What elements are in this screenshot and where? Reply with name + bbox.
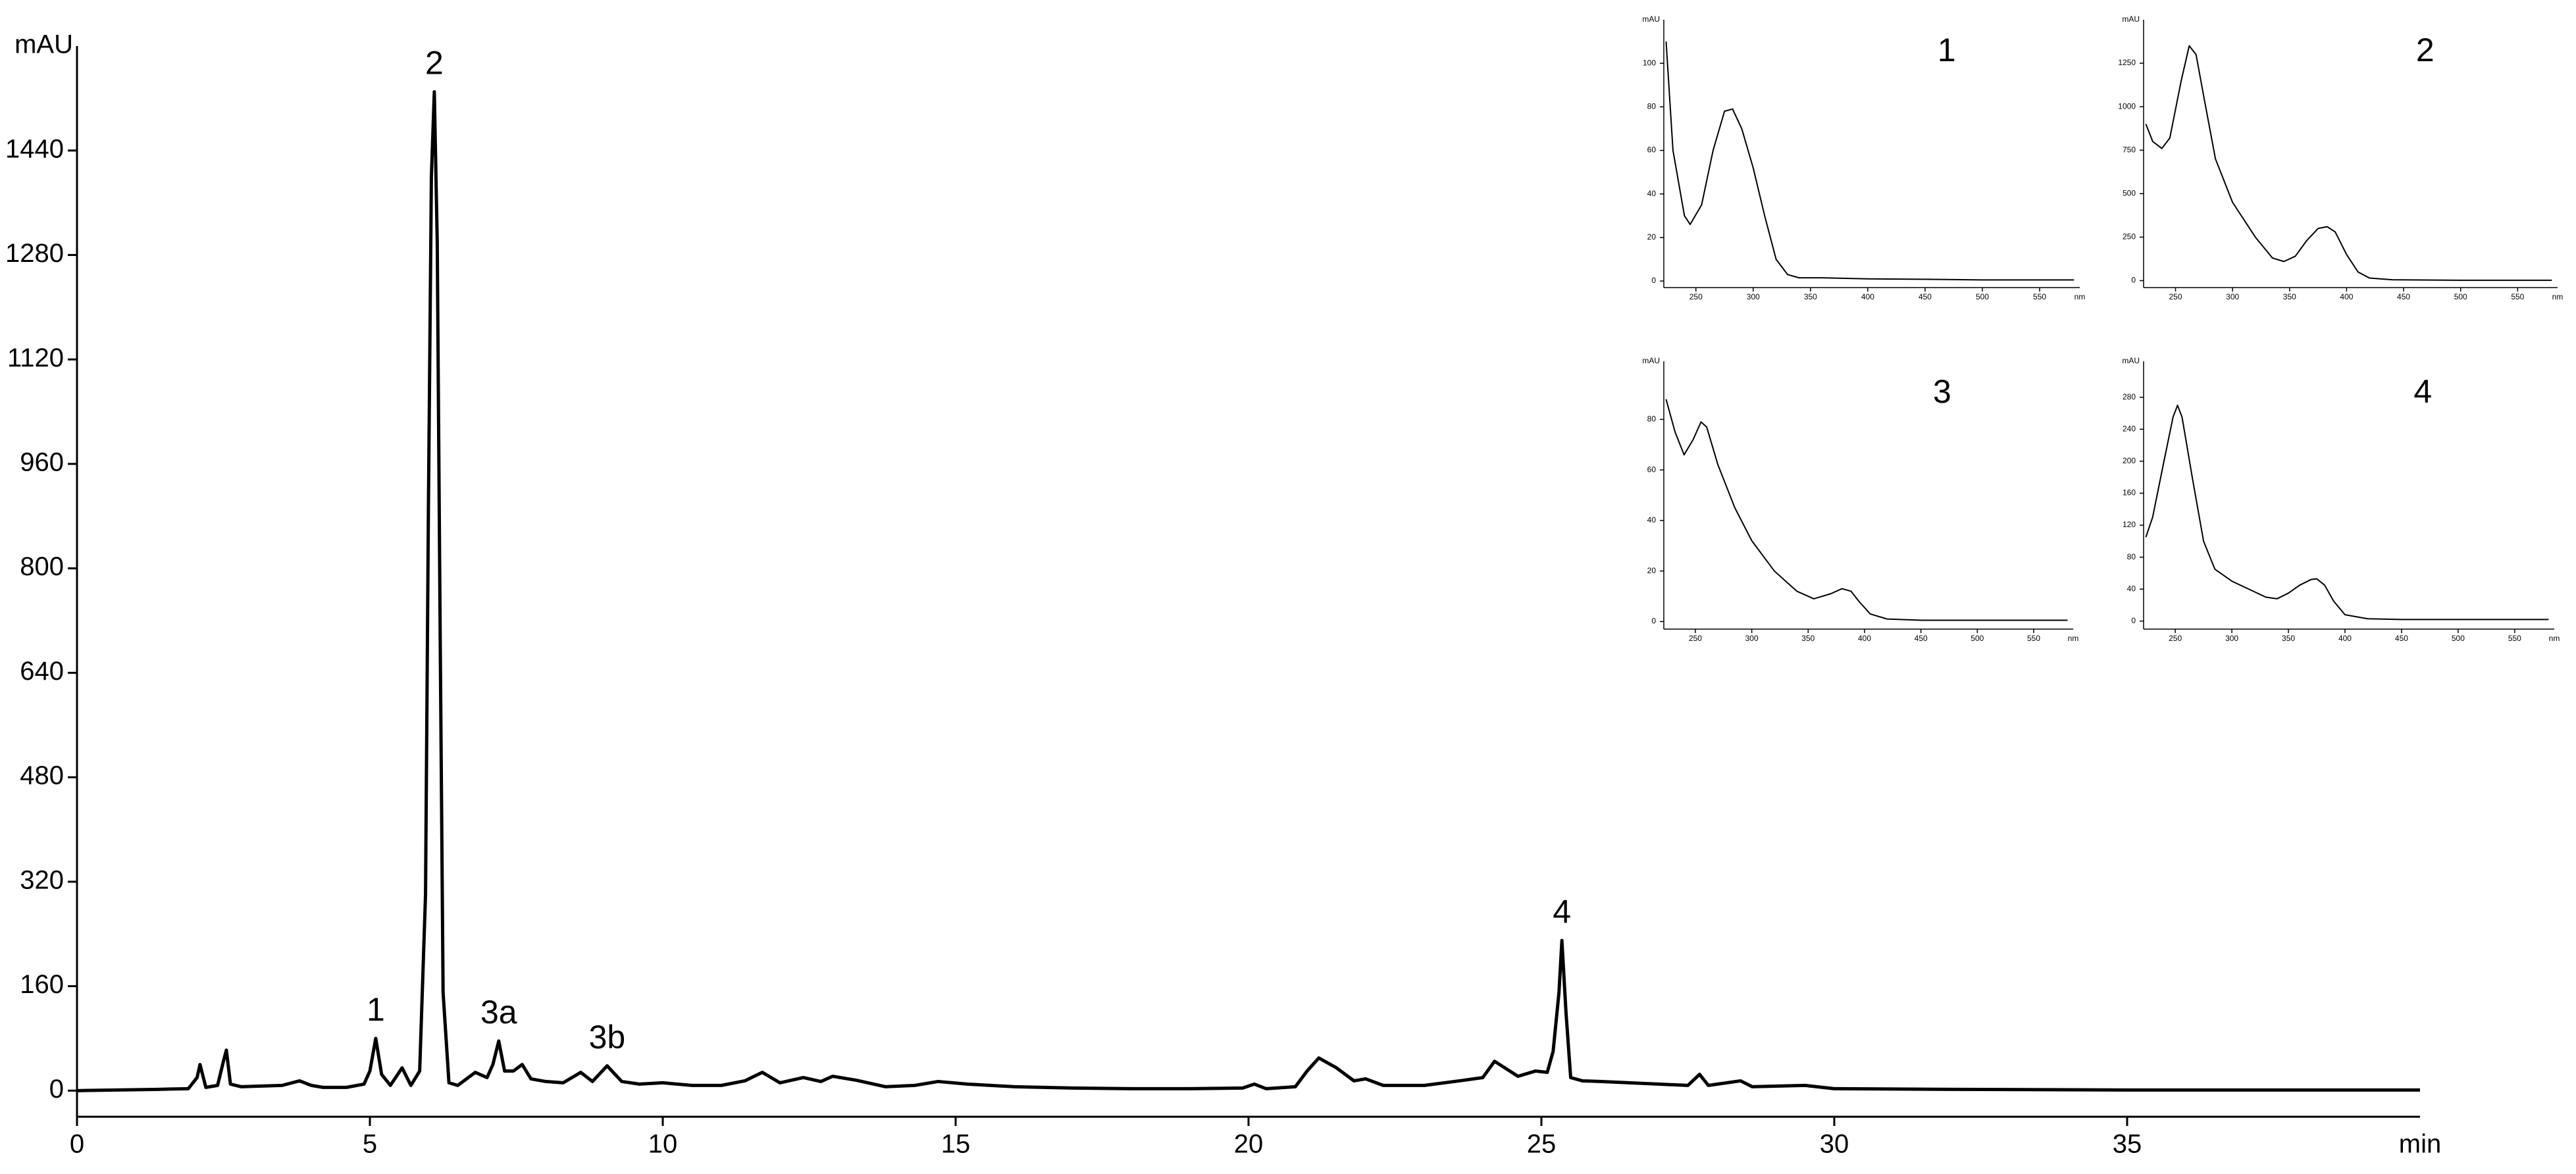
- peak-label: 3a: [480, 994, 517, 1031]
- x-axis-label: nm: [2552, 292, 2563, 301]
- peak-label: 4: [1553, 893, 1571, 930]
- x-axis-label: nm: [2549, 634, 2560, 643]
- y-tick-label: 80: [1647, 102, 1657, 111]
- y-tick-label: 500: [2123, 188, 2136, 197]
- inset-title: 1: [1938, 32, 1956, 68]
- y-axis-label: mAU: [2122, 356, 2140, 365]
- y-tick-label: 60: [1647, 145, 1657, 155]
- y-tick-label: 240: [2123, 424, 2136, 433]
- y-tick-label: 80: [2127, 552, 2136, 561]
- x-tick-label: 350: [2282, 634, 2295, 643]
- y-axis-label: mAU: [1642, 356, 1660, 365]
- x-axis-label: nm: [2068, 634, 2079, 643]
- x-tick-label: 500: [2454, 292, 2467, 301]
- y-tick-label: 1440: [5, 134, 64, 163]
- x-tick-label: 10: [648, 1130, 678, 1159]
- y-tick-label: 0: [2131, 276, 2136, 285]
- trace: [76, 89, 2420, 1092]
- x-tick-label: 550: [2033, 292, 2046, 301]
- y-tick-label: 280: [2123, 392, 2136, 401]
- x-tick-label: 300: [2225, 634, 2238, 643]
- x-axis-label: nm: [2074, 292, 2086, 301]
- x-tick-label: 500: [2452, 634, 2465, 643]
- x-tick-label: 550: [2508, 634, 2521, 643]
- x-tick-label: 30: [1820, 1130, 1849, 1159]
- x-tick-label: 350: [1804, 292, 1817, 301]
- y-tick-label: 480: [20, 761, 64, 790]
- trace: [2145, 45, 2552, 281]
- y-axis-label: mAU: [14, 30, 73, 59]
- trace: [2145, 404, 2549, 621]
- x-tick-label: 450: [1915, 634, 1928, 643]
- y-tick-label: 1120: [7, 344, 64, 372]
- x-axis-label: min: [2399, 1130, 2441, 1159]
- x-tick-label: 250: [2169, 634, 2182, 643]
- y-axis-label: mAU: [1642, 14, 1660, 24]
- x-tick-label: 0: [70, 1130, 84, 1159]
- x-tick-label: 300: [1745, 634, 1759, 643]
- y-tick-label: 80: [1647, 414, 1657, 423]
- y-tick-label: 800: [20, 552, 64, 581]
- y-tick-label: 100: [1643, 58, 1656, 67]
- y-tick-label: 320: [20, 865, 64, 894]
- y-tick-label: 1000: [2118, 101, 2136, 111]
- x-tick-label: 250: [2169, 292, 2182, 301]
- y-tick-label: 20: [1647, 232, 1657, 242]
- y-tick-label: 60: [1647, 465, 1657, 474]
- x-tick-label: 400: [2338, 634, 2352, 643]
- peak-label: 2: [425, 45, 444, 82]
- peak-label: 1: [367, 991, 385, 1028]
- y-tick-label: 40: [1647, 515, 1657, 524]
- y-tick-label: 1250: [2118, 58, 2136, 67]
- inset-title: 2: [2416, 32, 2434, 68]
- trace: [1665, 41, 2074, 281]
- y-tick-label: 750: [2123, 145, 2136, 154]
- y-tick-label: 0: [2131, 616, 2136, 625]
- y-tick-label: 160: [2123, 488, 2136, 498]
- x-tick-label: 400: [1861, 292, 1874, 301]
- y-tick-label: 250: [2123, 232, 2136, 242]
- x-tick-label: 500: [1976, 292, 1989, 301]
- x-tick-label: 250: [1689, 634, 1702, 643]
- inset-title: 4: [2413, 373, 2432, 410]
- y-tick-label: 0: [1651, 617, 1656, 626]
- x-tick-label: 550: [2511, 292, 2524, 301]
- x-tick-label: 350: [1801, 634, 1815, 643]
- trace: [1665, 399, 2068, 621]
- y-tick-label: 0: [49, 1075, 64, 1104]
- x-tick-label: 35: [2113, 1130, 2142, 1159]
- x-tick-label: 550: [2027, 634, 2040, 643]
- y-tick-label: 40: [2127, 584, 2136, 593]
- x-tick-label: 5: [363, 1130, 377, 1159]
- inset-title: 3: [1933, 373, 1951, 410]
- x-tick-label: 350: [2283, 292, 2296, 301]
- y-tick-label: 160: [20, 970, 64, 999]
- y-tick-label: 0: [1651, 276, 1656, 285]
- y-tick-label: 120: [2123, 520, 2136, 529]
- x-tick-label: 250: [1689, 292, 1703, 301]
- y-tick-label: 200: [2123, 456, 2136, 465]
- x-tick-label: 500: [1971, 634, 1984, 643]
- y-tick-label: 20: [1647, 566, 1657, 575]
- x-tick-label: 300: [2226, 292, 2239, 301]
- peak-label: 3b: [589, 1019, 626, 1056]
- x-tick-label: 450: [2395, 634, 2408, 643]
- x-tick-label: 400: [1858, 634, 1871, 643]
- x-tick-label: 300: [1747, 292, 1760, 301]
- y-tick-label: 960: [20, 447, 64, 476]
- x-tick-label: 450: [2397, 292, 2410, 301]
- y-tick-label: 40: [1647, 189, 1657, 198]
- x-tick-label: 400: [2340, 292, 2353, 301]
- y-axis-label: mAU: [2122, 14, 2140, 24]
- y-tick-label: 1280: [5, 239, 64, 268]
- x-tick-label: 450: [1919, 292, 1932, 301]
- x-tick-label: 15: [941, 1130, 971, 1159]
- y-tick-label: 640: [20, 657, 64, 686]
- x-tick-label: 20: [1234, 1130, 1264, 1159]
- x-tick-label: 25: [1527, 1130, 1557, 1159]
